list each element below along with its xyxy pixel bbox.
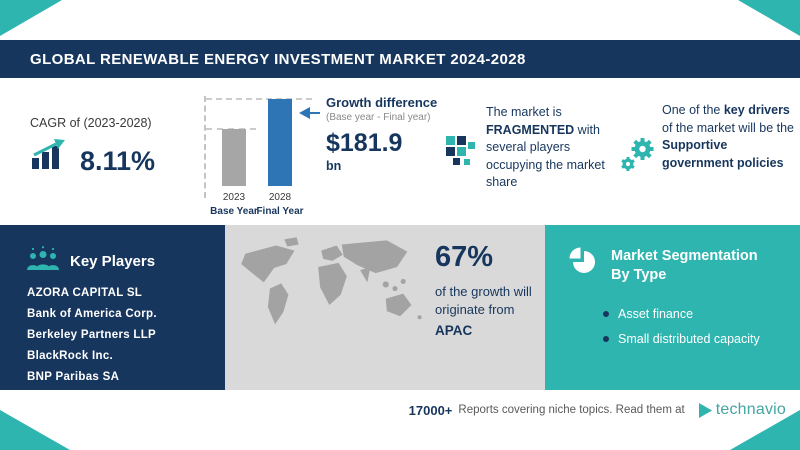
world-map <box>241 237 422 325</box>
pie-chart-icon <box>567 245 599 282</box>
fragmented-keyword: FRAGMENTED <box>486 122 575 137</box>
technavio-triangle-icon <box>698 402 712 418</box>
corner-triangle-top-right <box>738 0 800 36</box>
bullet-icon <box>603 336 609 342</box>
people-icon <box>26 245 60 277</box>
cagr-value: 8.11% <box>80 146 156 176</box>
segmentation-header: Market Segmentation By Type <box>567 245 766 285</box>
corner-triangle-top-left <box>0 0 62 36</box>
growth-difference-subtitle: (Base year - Final year) <box>326 112 431 123</box>
apac-region: APAC <box>435 323 473 339</box>
corner-triangle-bottom-right <box>730 410 800 450</box>
gears-icon <box>618 136 656 179</box>
growth-difference-value: $181.9 <box>326 129 403 157</box>
list-item: Small distributed capacity <box>603 332 760 346</box>
key-players-header: Key Players <box>26 245 155 277</box>
key-players-title: Key Players <box>70 252 156 270</box>
bar-base-year <box>222 129 246 186</box>
growth-difference-title: Growth difference <box>326 95 438 110</box>
key-drivers-text: One of the key drivers of the market wil… <box>662 103 795 170</box>
segmentation-list: Asset finance Small distributed capacity <box>603 307 760 357</box>
page-title: GLOBAL RENEWABLE ENERGY INVESTMENT MARKE… <box>30 50 526 68</box>
list-item: AZORA CAPITAL SL <box>27 287 143 299</box>
cagr-label: CAGR of (2023-2028) <box>30 116 152 130</box>
apac-stat-block: 67% of the growth will originate from AP… <box>435 241 539 338</box>
apac-map-panel: 67% of the growth will originate from AP… <box>225 225 545 390</box>
bullet-icon <box>603 311 609 317</box>
list-item: BNP Paribas SA <box>27 371 120 383</box>
list-item: Asset finance <box>603 307 760 321</box>
fragmented-blocks-icon <box>444 134 478 173</box>
bar-final-year <box>268 99 292 186</box>
footer-text: Reports covering niche topics. Read them… <box>458 404 685 416</box>
key-drivers-keyword: key drivers <box>723 103 790 117</box>
list-item: Berkeley Partners LLP <box>27 329 157 341</box>
arrow-tail <box>309 112 320 114</box>
apac-percent: 67% <box>435 241 494 273</box>
key-players-panel: Key Players AZORA CAPITAL SL Bank of Ame… <box>0 225 225 390</box>
cagr-block: 8.11% <box>30 138 155 175</box>
list-item: BlackRock Inc. <box>27 350 114 362</box>
segmentation-panel: Market Segmentation By Type Asset financ… <box>545 225 800 390</box>
growth-difference-block: Growth difference (Base year - Final yea… <box>326 95 440 173</box>
bar-label-final-year: 2028 Final Year <box>256 192 304 217</box>
growth-chart-icon <box>30 138 70 175</box>
key-players-list: AZORA CAPITAL SL Bank of America Corp. B… <box>27 287 157 392</box>
growth-difference-unit: bn <box>326 159 342 173</box>
bar-label-base-year: 2023 Base Year <box>210 192 258 217</box>
corner-triangle-bottom-left <box>0 410 70 450</box>
dashed-divider-vertical <box>204 96 206 198</box>
title-bar: GLOBAL RENEWABLE ENERGY INVESTMENT MARKE… <box>0 40 800 78</box>
segmentation-title: Market Segmentation By Type <box>611 248 758 283</box>
dashed-guide-final-year <box>206 98 312 100</box>
arrow-left-icon <box>299 107 310 119</box>
key-driver-name: Supportive government policies <box>662 138 784 170</box>
list-item: Bank of America Corp. <box>27 308 157 320</box>
apac-text: of the growth will originate from <box>435 284 532 317</box>
fragmented-text: The market is FRAGMENTED with several pl… <box>486 105 605 189</box>
reports-count: 17000+ <box>408 402 453 418</box>
